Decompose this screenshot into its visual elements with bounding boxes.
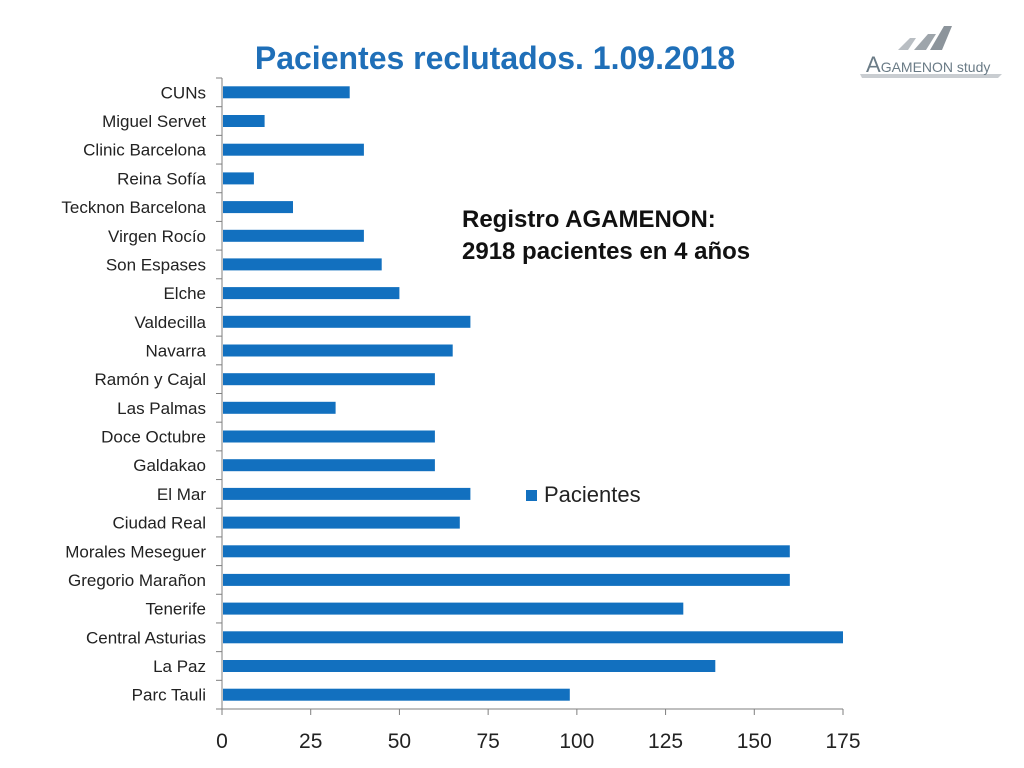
annotation-line-1: Registro AGAMENON: bbox=[462, 206, 716, 233]
x-tick-label: 50 bbox=[388, 730, 411, 753]
category-label: Parc Tauli bbox=[132, 686, 206, 705]
x-tick-label: 100 bbox=[559, 730, 594, 753]
category-label: Reina Sofía bbox=[117, 169, 206, 188]
bar bbox=[223, 143, 364, 156]
x-tick-label: 0 bbox=[216, 730, 228, 753]
x-tick-label: 125 bbox=[648, 730, 683, 753]
category-label: Elche bbox=[163, 284, 206, 303]
category-label: Son Espases bbox=[106, 255, 206, 274]
bar bbox=[223, 459, 435, 472]
bar bbox=[223, 602, 684, 615]
logo-wordmark: GAMENON study bbox=[880, 59, 991, 75]
annotation-line-2: 2918 pacientes en 4 años bbox=[462, 238, 751, 265]
category-label: Clinic Barcelona bbox=[83, 141, 206, 160]
bar bbox=[223, 573, 790, 586]
category-label: Miguel Servet bbox=[102, 112, 206, 131]
category-label: La Paz bbox=[153, 657, 206, 676]
bar bbox=[223, 86, 350, 99]
bar bbox=[223, 373, 435, 386]
bar bbox=[223, 516, 460, 529]
x-tick-label: 25 bbox=[299, 730, 322, 753]
x-tick-label: 175 bbox=[825, 730, 860, 753]
registry-annotation: Registro AGAMENON: 2918 pacientes en 4 a… bbox=[462, 204, 750, 268]
agamenon-logo-icon bbox=[860, 26, 1002, 78]
bar bbox=[223, 201, 293, 214]
bar bbox=[223, 229, 364, 242]
bar bbox=[223, 487, 471, 500]
logo-text: AGAMENON study bbox=[866, 52, 990, 78]
category-label: Doce Octubre bbox=[101, 428, 206, 447]
x-tick-label: 150 bbox=[737, 730, 772, 753]
category-label: Ramón y Cajal bbox=[95, 370, 207, 389]
bar bbox=[223, 258, 382, 271]
category-label: Gregorio Marañon bbox=[68, 571, 206, 590]
category-label: Galdakao bbox=[133, 456, 206, 475]
x-tick-label: 75 bbox=[476, 730, 499, 753]
logo-letter: A bbox=[866, 52, 881, 77]
bar bbox=[223, 344, 453, 357]
category-label: Tenerife bbox=[146, 600, 206, 619]
category-label: Virgen Rocío bbox=[108, 227, 206, 246]
bar bbox=[223, 115, 265, 127]
category-label: Central Asturias bbox=[86, 628, 206, 647]
bar bbox=[223, 631, 843, 644]
legend: Pacientes bbox=[526, 482, 641, 508]
bar bbox=[223, 401, 336, 414]
bar bbox=[223, 287, 400, 300]
bar bbox=[223, 430, 435, 443]
category-label: El Mar bbox=[157, 485, 206, 504]
bar bbox=[223, 315, 471, 328]
category-label: Las Palmas bbox=[117, 399, 206, 418]
chart-title: Pacientes reclutados. 1.09.2018 bbox=[254, 40, 736, 76]
category-label: CUNs bbox=[161, 83, 206, 102]
category-label: Tecknon Barcelona bbox=[61, 198, 206, 217]
bar bbox=[223, 545, 790, 558]
bar bbox=[223, 660, 716, 672]
category-label: Navarra bbox=[146, 342, 207, 361]
category-label: Valdecilla bbox=[134, 313, 206, 332]
category-label: Ciudad Real bbox=[112, 514, 206, 533]
legend-label: Pacientes bbox=[544, 482, 641, 507]
legend-swatch bbox=[526, 489, 537, 501]
bar bbox=[223, 172, 254, 185]
category-label: Morales Meseguer bbox=[65, 542, 206, 561]
bar bbox=[223, 688, 570, 701]
